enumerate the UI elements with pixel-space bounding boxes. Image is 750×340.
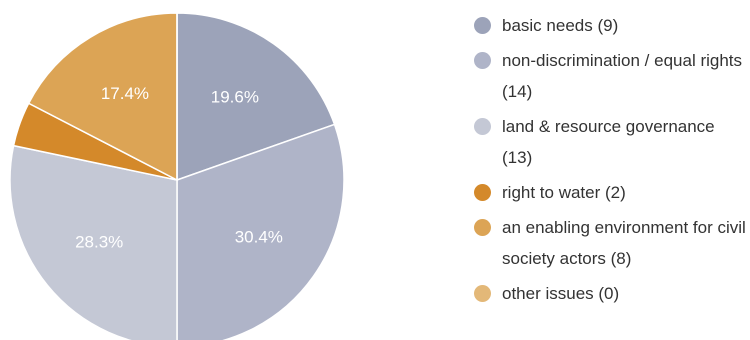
slice-label: 30.4% — [235, 227, 283, 246]
legend-item: basic needs (9) — [474, 10, 746, 41]
pie-slice — [27, 12, 178, 182]
slice-label: 17.4% — [101, 84, 149, 103]
pie-slice — [9, 144, 178, 340]
legend-label: basic needs (9) — [502, 16, 619, 35]
legend-marker — [474, 285, 491, 302]
legend-label: land & resource governance (13) — [502, 117, 715, 167]
legend-item: an enabling environment for civil societ… — [474, 212, 746, 274]
legend: basic needs (9) non-discrimination / equa… — [474, 10, 750, 313]
legend-label: non-discrimination / equal rights (14) — [502, 51, 743, 101]
legend-marker — [474, 17, 491, 34]
legend-label: other issues (0) — [502, 284, 620, 303]
legend-marker — [474, 219, 491, 236]
pie-slice — [176, 123, 345, 340]
slice-label: 28.3% — [75, 233, 123, 252]
legend-label: an enabling environment for civil societ… — [502, 218, 746, 268]
legend-item: other issues (0) — [474, 278, 746, 309]
legend-item: non-discrimination / equal rights (14) — [474, 45, 746, 107]
legend-label: right to water (2) — [502, 183, 626, 202]
legend-item: right to water (2) — [474, 177, 746, 208]
legend-marker — [474, 118, 491, 135]
legend-item: land & resource governance (13) — [474, 111, 746, 173]
slice-label: 19.6% — [211, 88, 259, 107]
legend-marker — [474, 52, 491, 69]
legend-marker — [474, 184, 491, 201]
